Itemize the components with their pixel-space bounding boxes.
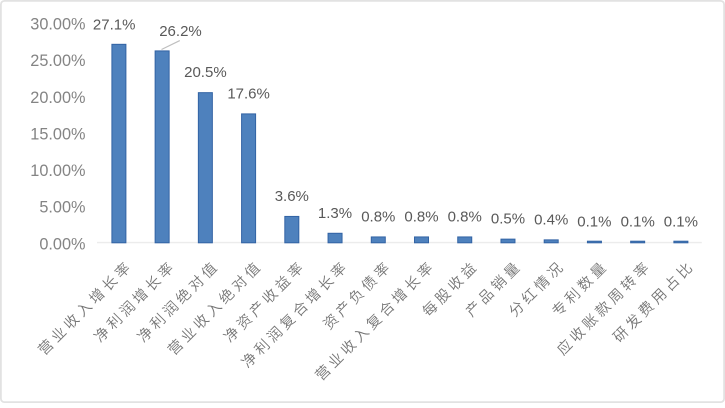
svg-text:20.5%: 20.5% [184, 64, 227, 81]
svg-text:25.00%: 25.00% [30, 52, 85, 70]
svg-text:10.00%: 10.00% [30, 162, 85, 180]
svg-text:30.00%: 30.00% [30, 16, 85, 34]
svg-text:0.1%: 0.1% [664, 214, 698, 231]
svg-text:26.2%: 26.2% [159, 23, 202, 40]
svg-text:0.8%: 0.8% [404, 209, 438, 226]
svg-text:0.1%: 0.1% [621, 214, 655, 231]
svg-text:5.00%: 5.00% [39, 199, 85, 217]
svg-text:27.1%: 27.1% [93, 16, 136, 33]
svg-text:0.8%: 0.8% [448, 209, 482, 226]
svg-text:15.00%: 15.00% [30, 126, 85, 144]
svg-text:0.1%: 0.1% [577, 214, 611, 231]
svg-text:0.4%: 0.4% [534, 211, 568, 228]
svg-text:17.6%: 17.6% [227, 86, 270, 103]
svg-text:0.8%: 0.8% [361, 209, 395, 226]
svg-text:1.3%: 1.3% [318, 205, 352, 222]
svg-text:20.00%: 20.00% [30, 89, 85, 107]
svg-text:0.00%: 0.00% [39, 235, 85, 253]
svg-text:0.5%: 0.5% [491, 211, 525, 228]
svg-text:3.6%: 3.6% [275, 188, 309, 205]
